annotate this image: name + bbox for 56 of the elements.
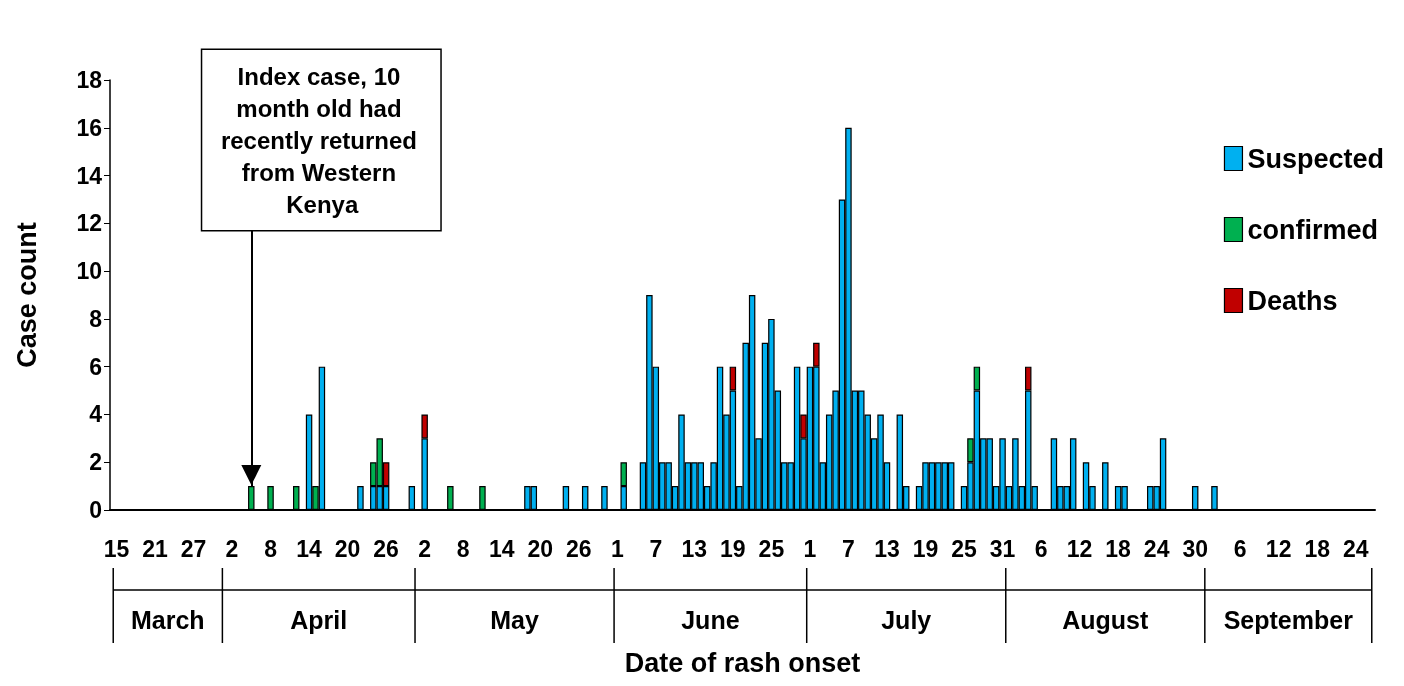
x-tick-label: 12 — [1265, 536, 1292, 563]
x-tick-label: 7 — [649, 536, 663, 563]
legend-label: confirmed — [1247, 214, 1378, 245]
x-tick-label: 20 — [334, 536, 361, 563]
x-tick-label: 26 — [373, 536, 399, 563]
x-tick-label: 24 — [1342, 536, 1369, 563]
x-tick-label: 26 — [565, 536, 592, 563]
legend-label: Deaths — [1247, 285, 1338, 316]
x-tick-label: 8 — [456, 536, 470, 563]
text: August — [1062, 606, 1149, 635]
x-tick-label: 6 — [1034, 536, 1048, 563]
x-tick-label: 27 — [180, 536, 207, 563]
annotation: Index case, 10 month old had recently returned from Western Kenya — [220, 62, 424, 218]
text: April — [290, 606, 348, 635]
text: May — [490, 606, 539, 635]
x-tick-label: 21 — [142, 536, 168, 563]
x-tick-label: 1 — [610, 536, 624, 563]
x-tick-label: 2 — [225, 536, 239, 563]
y-axis-title: Case count — [11, 222, 42, 368]
x-tick-label: 18 — [1105, 536, 1131, 563]
y-tick-label: 8 — [89, 305, 103, 332]
text: March — [130, 606, 205, 635]
y-tick-label: 6 — [89, 353, 102, 380]
y-tick-label: 14 — [76, 162, 103, 189]
y-tick-label: 2 — [89, 449, 102, 476]
legend-label: Suspected — [1247, 143, 1384, 174]
x-tick-label: 2 — [418, 536, 432, 563]
x-axis-title: Date of rash onset — [624, 648, 861, 679]
x-tick-label: 25 — [951, 536, 977, 563]
x-tick-label: 8 — [264, 536, 277, 563]
x-tick-label: 19 — [912, 536, 939, 563]
x-tick-label: 18 — [1304, 536, 1330, 563]
x-tick-label: 13 — [874, 536, 900, 563]
text: July — [881, 606, 932, 635]
y-tick-label: 18 — [76, 67, 103, 93]
y-tick-label: 12 — [76, 210, 102, 237]
y-tick-label: 10 — [76, 258, 102, 285]
x-tick-label: 6 — [1233, 536, 1247, 563]
x-tick-label: 7 — [842, 536, 855, 563]
x-tick-label: 1 — [803, 536, 817, 563]
x-tick-label: 12 — [1066, 536, 1093, 563]
x-tick-label: 13 — [681, 536, 708, 563]
x-tick-label: 31 — [989, 536, 1016, 563]
y-tick-label: 0 — [89, 497, 102, 523]
y-tick-label: 16 — [76, 114, 102, 141]
x-tick-label: 15 — [103, 536, 130, 563]
x-tick-label: 25 — [758, 536, 785, 563]
y-tick-label: 4 — [89, 401, 103, 428]
x-tick-label: 30 — [1182, 536, 1208, 563]
text: September — [1223, 606, 1353, 635]
x-tick-label: 20 — [527, 536, 554, 563]
x-tick-label: 19 — [720, 536, 746, 563]
text: June — [681, 606, 740, 635]
x-tick-label: 24 — [1143, 536, 1170, 563]
x-tick-label: 14 — [296, 536, 322, 563]
x-tick-label: 14 — [488, 536, 515, 563]
